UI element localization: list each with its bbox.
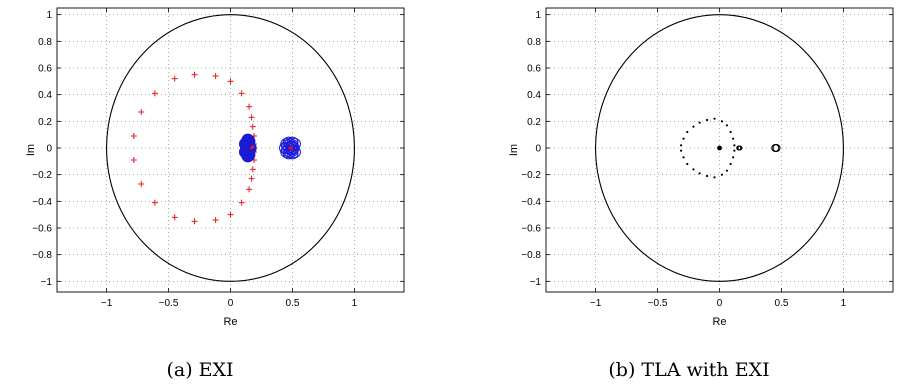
- x-tick-label: 0: [228, 298, 234, 309]
- data-point-cross: [248, 175, 255, 182]
- figure-caption: (b) TLA with EXI: [608, 359, 769, 381]
- data-point-cross: [191, 71, 198, 78]
- panel-tla-with-exi: −1 −0.5 0 0.5 1 −1 −0.8 −0.6 −0.4 −0.2 0 0.2 0.4 0.6 0…: [508, 7, 894, 381]
- x-tick-label: −1: [590, 298, 602, 309]
- y-tick-label: −0.8: [32, 250, 52, 261]
- plot-frame: [56, 7, 405, 293]
- y-tick-label: −0.2: [521, 170, 541, 181]
- y-tick-label: 1: [535, 10, 541, 21]
- data-point-dot: [733, 144, 736, 147]
- data-point-cross: [249, 166, 256, 173]
- data-point-dot: [720, 120, 724, 123]
- x-tick-label: 0.5: [775, 298, 789, 309]
- data-point-dot: [706, 118, 709, 122]
- data-point-cross: [246, 103, 253, 110]
- data-point-open-circle: [288, 138, 301, 150]
- data-point-dot: [706, 174, 709, 178]
- data-point-dot: [692, 168, 695, 171]
- data-point-dot: [682, 137, 685, 140]
- data-point-dot: [732, 156, 735, 159]
- data-point-cross: [238, 199, 245, 206]
- x-tick-label: −0.5: [648, 298, 668, 309]
- y-tick-label: −0.8: [521, 250, 541, 261]
- data-point-filled-circle: [241, 133, 255, 147]
- data-point-dot: [713, 117, 716, 120]
- y-tick-label: 0.2: [527, 117, 541, 128]
- y-tick-label: −0.6: [521, 224, 541, 235]
- x-tick-label: 1: [841, 298, 847, 309]
- data-point-dot: [698, 172, 701, 175]
- data-point-open-circle: [772, 144, 781, 152]
- data-point-filled-circle: [717, 145, 722, 151]
- y-tick-label: 0.6: [527, 64, 541, 75]
- data-point-dot: [733, 149, 736, 152]
- y-tick-label: 0.6: [38, 64, 52, 75]
- data-point-cross: [151, 199, 158, 206]
- data-point-dot: [725, 169, 729, 172]
- x-tick-label: −0.5: [159, 298, 179, 309]
- data-point-cross: [227, 78, 234, 85]
- y-tick-label: 0.8: [527, 37, 541, 48]
- data-point-dot: [732, 137, 735, 140]
- data-point-cross: [249, 123, 256, 130]
- data-point-cross: [130, 157, 137, 163]
- data-point-cross: [138, 181, 145, 187]
- data-point-open-circle: [737, 145, 743, 151]
- data-point-cross: [191, 218, 198, 225]
- data-point-cross: [212, 217, 219, 223]
- data-point-cross: [171, 214, 178, 221]
- data-point-cross: [250, 144, 255, 149]
- data-point-filled-circle: [241, 149, 255, 163]
- y-tick-label: 1: [46, 10, 52, 21]
- x-tick-label: −1: [101, 298, 113, 309]
- y-tick-label: −0.4: [32, 197, 52, 208]
- data-point-dot: [725, 124, 729, 127]
- unit-circle: [595, 14, 844, 282]
- unit-circle: [106, 14, 355, 282]
- data-point-cross: [212, 73, 219, 79]
- data-point-cross: [238, 90, 245, 97]
- data-point-dot: [679, 149, 683, 152]
- data-point-cross: [130, 133, 137, 139]
- data-point-cross: [138, 109, 145, 115]
- x-axis-label: Re: [223, 316, 237, 328]
- data-point-dot: [686, 162, 689, 166]
- data-point-cross: [246, 186, 253, 193]
- data-point-dot: [720, 173, 724, 176]
- data-point-dot: [682, 156, 685, 159]
- y-tick-label: −1: [41, 277, 53, 288]
- data-point-cross: [289, 146, 294, 150]
- data-point-cross: [227, 211, 234, 218]
- y-tick-label: 0: [535, 144, 541, 155]
- data-point-dot: [698, 121, 701, 124]
- x-axis-label: Re: [712, 316, 726, 328]
- y-tick-label: 0.2: [38, 117, 52, 128]
- y-tick-label: −1: [530, 277, 542, 288]
- data-point-dot: [686, 130, 689, 134]
- x-tick-label: 0.5: [286, 298, 300, 309]
- data-point-dot: [713, 176, 716, 179]
- figure-caption: (a) EXI: [166, 359, 233, 381]
- data-point-dot: [729, 162, 732, 166]
- y-tick-label: 0: [46, 144, 52, 155]
- data-point-dot: [729, 130, 732, 134]
- y-axis-label: Im: [25, 144, 37, 156]
- y-axis-label: Im: [508, 144, 520, 156]
- y-tick-label: 0.4: [527, 90, 541, 101]
- data-point-dot: [679, 144, 683, 147]
- x-tick-label: 0: [717, 298, 723, 309]
- data-point-open-circle: [288, 146, 301, 158]
- x-tick-label: 1: [352, 298, 358, 309]
- data-point-cross: [151, 90, 158, 97]
- panel-exi: −1 −0.5 0 0.5 1 −1 −0.8 −0.6 −0.4 −0.2 0 0.2 0.4 0.6 0…: [25, 7, 405, 381]
- y-tick-label: −0.4: [521, 197, 541, 208]
- y-tick-label: −0.2: [32, 170, 52, 181]
- data-point-cross: [248, 114, 255, 121]
- y-tick-label: −0.6: [32, 224, 52, 235]
- data-point-dot: [692, 125, 695, 128]
- data-point-cross: [171, 75, 178, 82]
- y-tick-label: 0.8: [38, 37, 52, 48]
- y-tick-label: 0.4: [38, 90, 52, 101]
